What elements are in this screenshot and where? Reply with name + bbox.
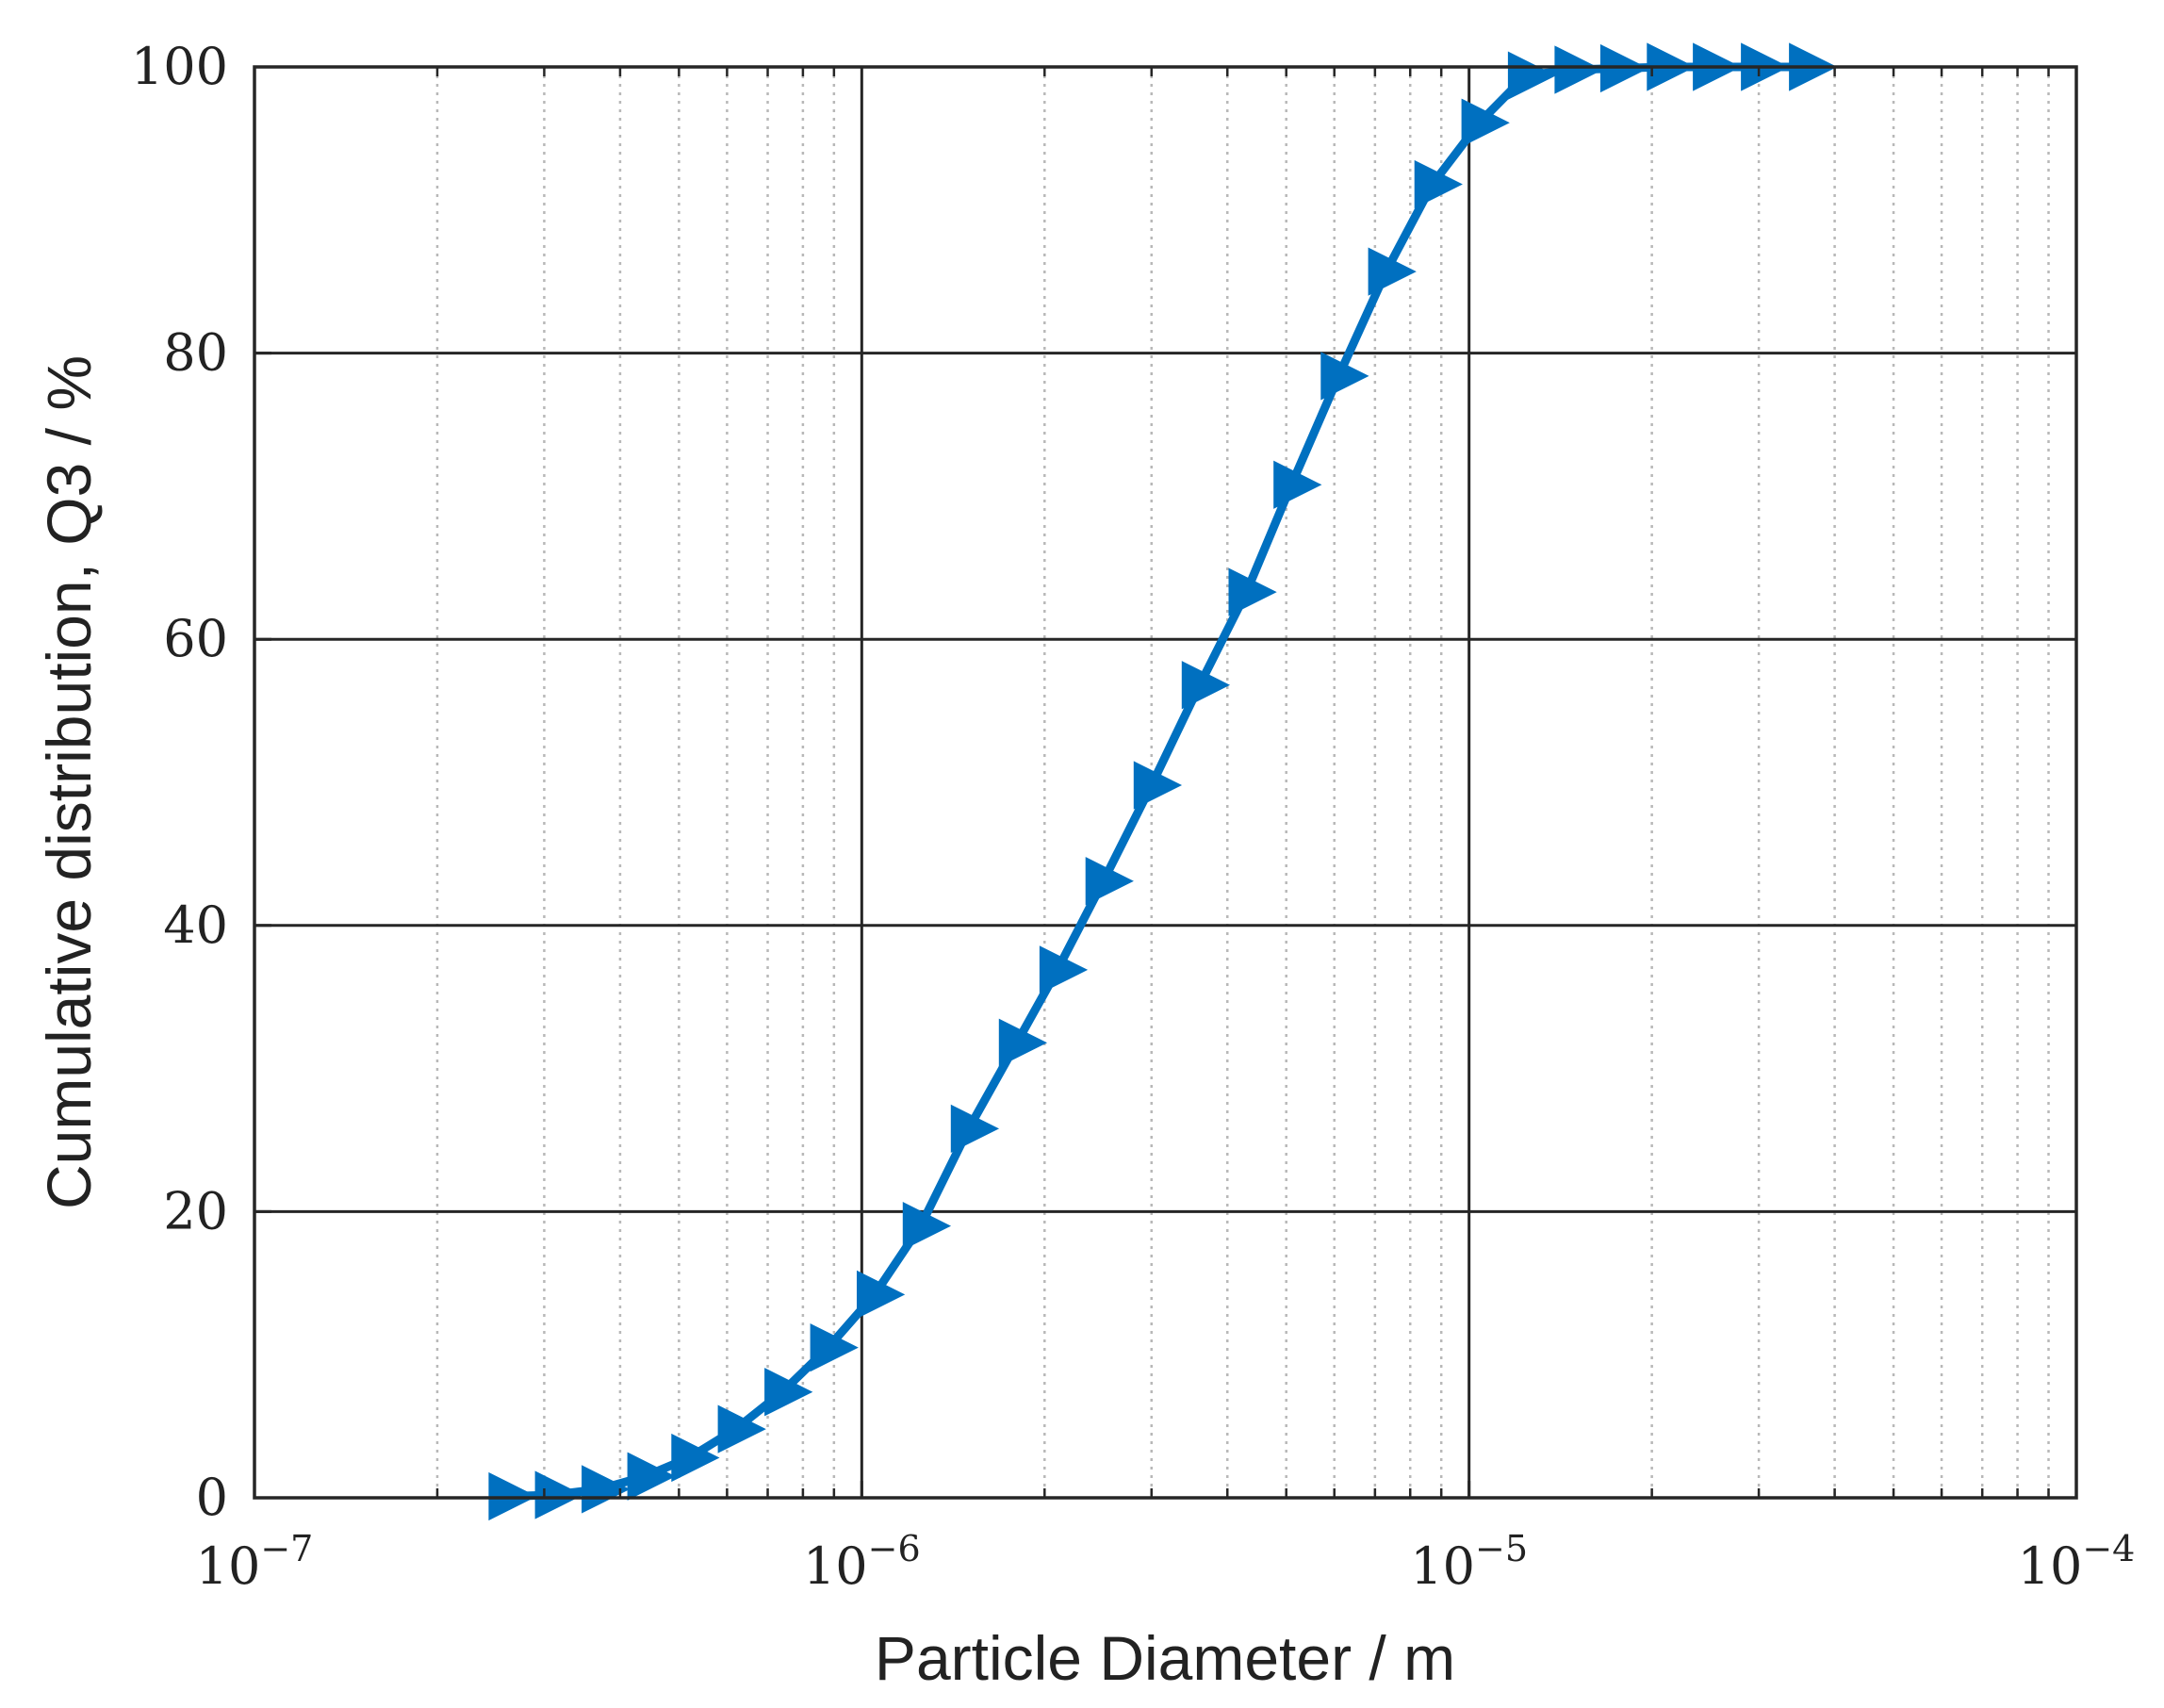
data-point-marker bbox=[902, 1201, 952, 1251]
data-point-marker bbox=[534, 1470, 583, 1519]
x-tick-base: 10 bbox=[196, 1536, 261, 1596]
data-point-marker bbox=[1414, 159, 1463, 209]
x-tick-labels: 10−7 10−6 10−5 10−4 bbox=[196, 1528, 2136, 1596]
x-tick-base: 10 bbox=[1410, 1536, 1475, 1596]
data-point-marker bbox=[950, 1104, 1000, 1154]
x-tick-exponent: −5 bbox=[1475, 1528, 1528, 1569]
x-tick-label: 10−6 bbox=[803, 1528, 921, 1596]
x-tick-exponent: −4 bbox=[2082, 1528, 2135, 1569]
data-point-marker bbox=[857, 1270, 906, 1320]
data-point-marker bbox=[627, 1452, 676, 1501]
data-point-marker bbox=[1507, 51, 1557, 100]
y-tick-label: 80 bbox=[163, 323, 228, 383]
x-tick-label: 10−7 bbox=[196, 1528, 314, 1596]
data-point-marker bbox=[717, 1404, 766, 1453]
y-tick-label: 100 bbox=[131, 37, 228, 96]
x-tick-base: 10 bbox=[803, 1536, 868, 1596]
y-tick-label: 40 bbox=[163, 895, 228, 955]
x-tick-label: 10−4 bbox=[2018, 1528, 2136, 1596]
data-point-marker bbox=[1273, 460, 1322, 509]
y-tick-label: 20 bbox=[163, 1181, 228, 1240]
y-axis-title: Cumulative distribution, Q3 / % bbox=[34, 355, 104, 1209]
data-point-marker bbox=[671, 1433, 720, 1483]
data-point-marker bbox=[1320, 352, 1369, 401]
data-point-marker bbox=[1039, 945, 1089, 994]
y-tick-label: 0 bbox=[196, 1468, 228, 1527]
plot-frame bbox=[253, 65, 2078, 1500]
data-point-marker bbox=[1181, 661, 1231, 710]
data-point-marker bbox=[810, 1322, 859, 1372]
data-point-marker bbox=[1461, 98, 1510, 147]
x-tick-base: 10 bbox=[2018, 1536, 2083, 1596]
data-point-marker bbox=[1228, 567, 1277, 616]
data-point-marker bbox=[1554, 45, 1603, 94]
minor-grid bbox=[435, 67, 2050, 1498]
x-tick-exponent: −7 bbox=[260, 1528, 313, 1569]
x-tick-exponent: −6 bbox=[868, 1528, 921, 1569]
data-point-marker bbox=[1085, 857, 1134, 906]
x-axis-title: Particle Diameter / m bbox=[875, 1623, 1455, 1693]
data-point-marker bbox=[582, 1465, 631, 1514]
data-point-marker bbox=[764, 1368, 813, 1417]
x-tick-label: 10−5 bbox=[1410, 1528, 1528, 1596]
data-point-marker bbox=[998, 1018, 1048, 1067]
data-point-marker bbox=[1368, 247, 1417, 296]
data-point-marker bbox=[1133, 761, 1183, 810]
y-tick-label: 60 bbox=[163, 609, 228, 668]
y-tick-labels: 0 20 40 60 80 100 bbox=[131, 37, 228, 1527]
tick-marks bbox=[253, 65, 2078, 1500]
